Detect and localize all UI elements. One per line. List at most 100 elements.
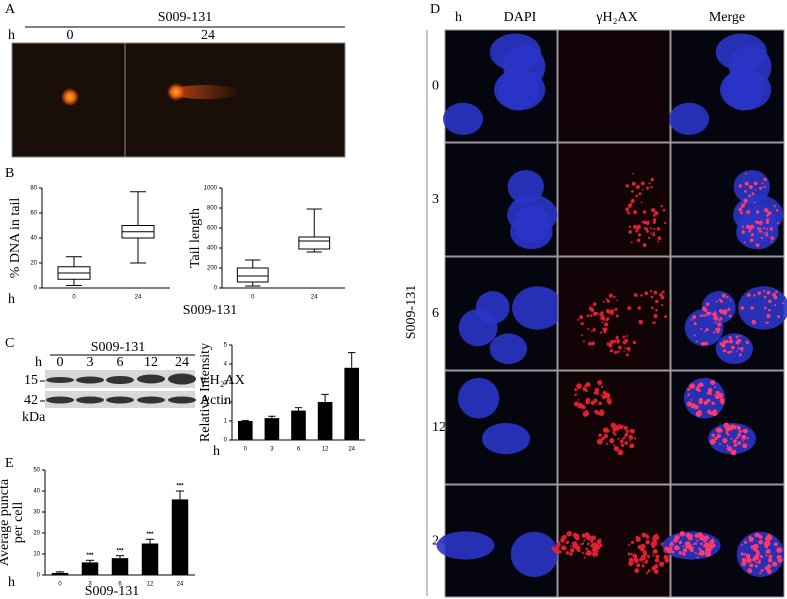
focus (646, 186, 650, 190)
focus (702, 314, 706, 317)
focus (634, 568, 640, 574)
focus (753, 547, 758, 552)
focus (666, 555, 669, 559)
focus (587, 341, 592, 346)
focus (716, 330, 720, 334)
focus (763, 232, 766, 235)
focus (710, 380, 716, 386)
focus (590, 308, 595, 313)
focus (745, 553, 751, 559)
focus (581, 551, 584, 555)
focus (662, 208, 666, 212)
focus (758, 230, 761, 233)
focus (631, 541, 634, 544)
focus (583, 556, 586, 559)
focus (737, 338, 742, 343)
focus (762, 227, 765, 230)
focus (655, 308, 658, 312)
box (236, 267, 269, 283)
focus (704, 535, 709, 541)
focus (609, 340, 614, 345)
nucleus (482, 422, 531, 455)
comet-tail (170, 85, 240, 99)
nucleus (715, 33, 767, 71)
focus (624, 346, 627, 349)
focus (765, 548, 771, 554)
focus (580, 334, 583, 337)
focus (715, 318, 719, 321)
focus (715, 300, 718, 303)
focus (617, 350, 620, 354)
focus (612, 424, 618, 429)
focus (717, 392, 724, 399)
y-axis-label: % DNA in tail (8, 198, 23, 279)
focus (748, 536, 751, 539)
focus (631, 190, 634, 193)
focus (647, 236, 651, 240)
focus (624, 433, 629, 437)
focus (622, 335, 626, 339)
focus (653, 313, 658, 318)
focus (703, 308, 708, 313)
focus (774, 304, 777, 307)
focus (687, 388, 691, 392)
focus (642, 549, 647, 554)
focus (737, 441, 742, 445)
bar (171, 499, 189, 575)
focus (717, 322, 722, 327)
focus (594, 387, 600, 393)
focus (682, 545, 685, 548)
focus (765, 220, 769, 225)
y-axis-label: Average puncta (0, 478, 12, 566)
focus (587, 542, 590, 546)
y-tick-label: 30 (33, 510, 40, 516)
focus (769, 227, 774, 231)
focus (682, 548, 688, 553)
focus (630, 241, 633, 244)
focus (727, 307, 731, 311)
focus (753, 554, 760, 561)
focus (760, 236, 764, 240)
focus (617, 437, 620, 440)
focus (637, 233, 642, 237)
focus (632, 553, 638, 559)
focus (656, 227, 661, 231)
focus (652, 536, 658, 542)
focus (637, 306, 641, 310)
y-axis-label: per cell (11, 502, 26, 544)
focus (685, 542, 692, 549)
focus (589, 314, 593, 317)
focus (645, 539, 651, 545)
focus (705, 551, 711, 557)
focus (615, 314, 619, 318)
focus (664, 315, 668, 318)
panel-label: B (5, 166, 14, 181)
focus (719, 429, 723, 433)
focus (698, 547, 702, 551)
focus (727, 350, 731, 354)
focus (764, 208, 769, 213)
micrograph (557, 484, 671, 598)
compound: S009-131 (404, 285, 419, 339)
focus (773, 205, 776, 208)
focus (642, 210, 647, 214)
focus (765, 321, 768, 324)
focus (740, 346, 744, 351)
focus (674, 545, 680, 551)
focus (758, 539, 764, 545)
focus (625, 207, 630, 212)
h-label: h (213, 444, 220, 459)
y-tick-label: 400 (207, 246, 218, 252)
focus (696, 556, 699, 559)
focus (650, 232, 653, 235)
focus (628, 557, 634, 563)
focus (628, 435, 634, 440)
box (298, 236, 331, 250)
focus (630, 553, 633, 556)
focus (749, 563, 754, 568)
focus (619, 439, 624, 444)
focus (652, 233, 656, 237)
y-tick-label: 40 (30, 236, 37, 242)
focus (763, 177, 767, 182)
focus (655, 554, 660, 559)
